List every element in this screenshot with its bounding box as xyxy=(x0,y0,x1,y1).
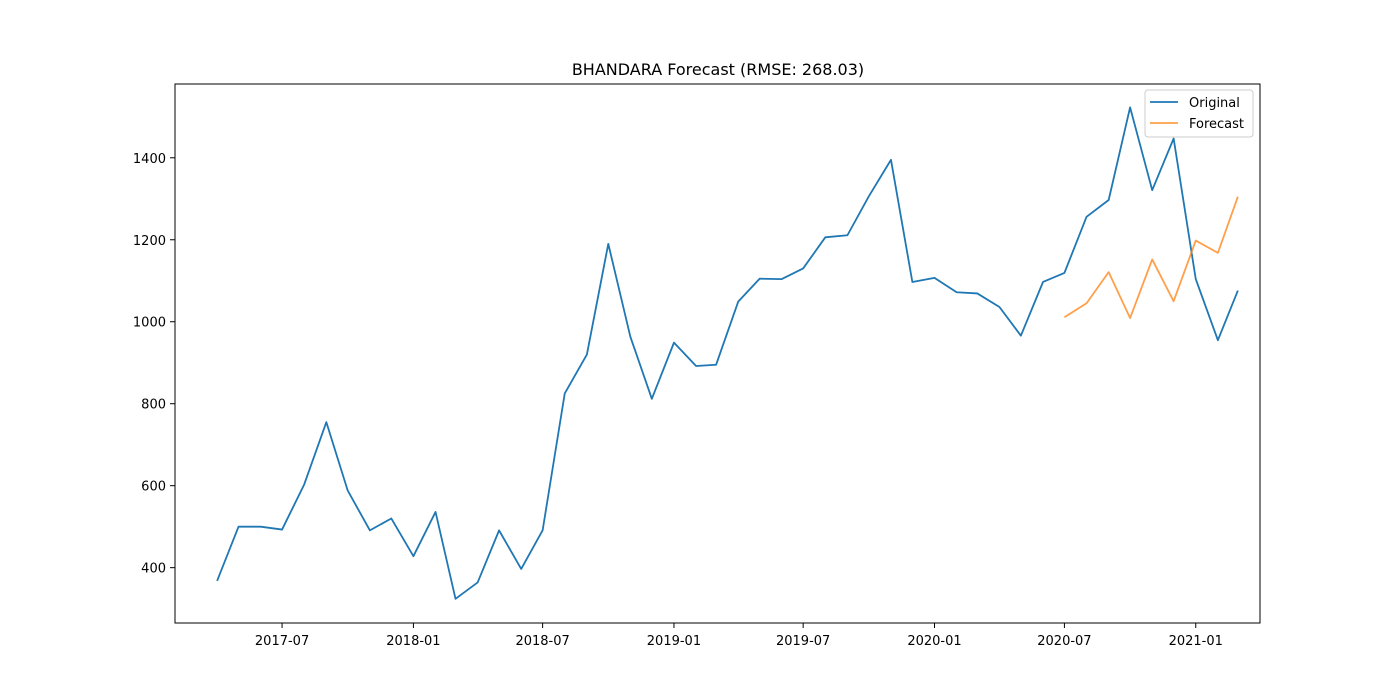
x-tick-label: 2020-07 xyxy=(1037,634,1091,649)
x-tick-label: 2021-01 xyxy=(1169,634,1223,649)
legend: Original Forecast xyxy=(1144,89,1254,138)
legend-label: Forecast xyxy=(1189,117,1244,132)
x-tick-label: 2019-01 xyxy=(647,634,701,649)
x-tick-label: 2017-07 xyxy=(255,634,309,649)
y-tick-label: 1200 xyxy=(133,234,166,249)
y-tick-label: 800 xyxy=(141,398,166,413)
x-tick-label: 2018-01 xyxy=(386,634,440,649)
chart-title: BHANDARA Forecast (RMSE: 268.03) xyxy=(572,60,864,79)
legend-label: Original xyxy=(1189,96,1240,111)
axes: 2017-07 2018-01 2018-07 2019-01 2019-07 2020-… xyxy=(133,152,1223,649)
series-layer xyxy=(216,106,1239,600)
x-tick-label: 2020-01 xyxy=(907,634,961,649)
y-tick-label: 1400 xyxy=(133,152,166,167)
x-tick-label: 2018-07 xyxy=(515,634,569,649)
y-tick-label: 400 xyxy=(141,562,166,577)
series-line-original xyxy=(216,106,1239,600)
y-tick-label: 600 xyxy=(141,480,166,495)
y-tick-label: 1000 xyxy=(133,316,166,331)
plot-area xyxy=(174,83,1261,624)
x-tick-label: 2019-07 xyxy=(776,634,830,649)
series-line-forecast xyxy=(1063,196,1239,319)
